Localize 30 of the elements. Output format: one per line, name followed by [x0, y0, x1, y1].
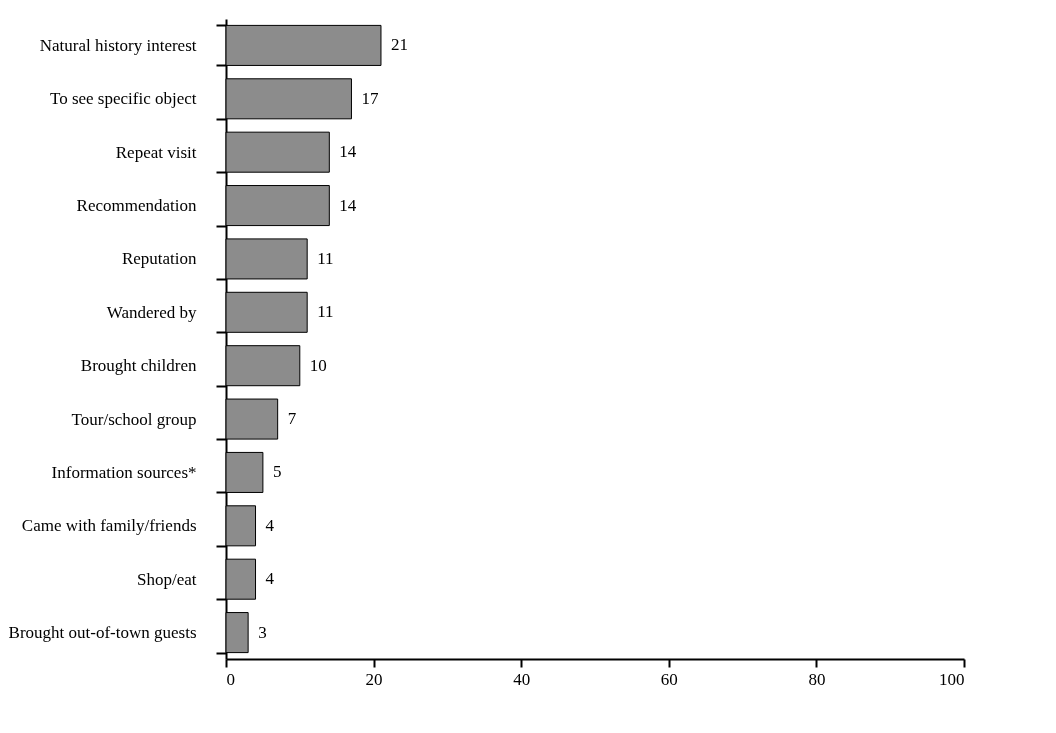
data-label: 11	[317, 248, 334, 268]
data-label: 17	[361, 88, 379, 108]
y-tick-label: Shop/eat	[137, 569, 197, 589]
data-label: 5	[272, 462, 282, 482]
y-tick-label: Came with family/friends	[21, 516, 197, 536]
data-label: 7	[287, 409, 297, 429]
data-label: 4	[265, 515, 275, 535]
data-label: 3	[258, 622, 267, 642]
y-tick-label: Brought children	[80, 356, 197, 376]
x-tick-label: 100	[939, 669, 965, 689]
x-tick-label: 60	[660, 669, 678, 689]
y-tick-label: Natural history interest	[39, 35, 197, 55]
data-label: 4	[265, 569, 275, 589]
y-tick-label: Brought out-of-town guests	[8, 623, 197, 643]
data-label: 14	[339, 142, 357, 162]
y-tick-label: To see specific object	[49, 89, 197, 109]
x-tick-label: 0	[226, 669, 235, 689]
y-tick-label: Recommendation	[76, 196, 197, 216]
x-tick-label: 80	[808, 669, 826, 689]
data-label: 11	[317, 302, 334, 322]
y-tick-label: Tour/school group	[71, 409, 197, 429]
y-tick-label: Repeat visit	[115, 142, 197, 162]
data-label: 14	[339, 195, 357, 215]
y-tick-label: Wandered by	[106, 302, 197, 322]
x-tick-label: 40	[513, 669, 531, 689]
y-tick-label: Reputation	[121, 249, 197, 269]
x-tick-label: 20	[365, 669, 383, 689]
y-tick-label: Information sources*	[51, 462, 197, 482]
data-label: 10	[309, 355, 327, 375]
data-label: 21	[390, 35, 408, 55]
